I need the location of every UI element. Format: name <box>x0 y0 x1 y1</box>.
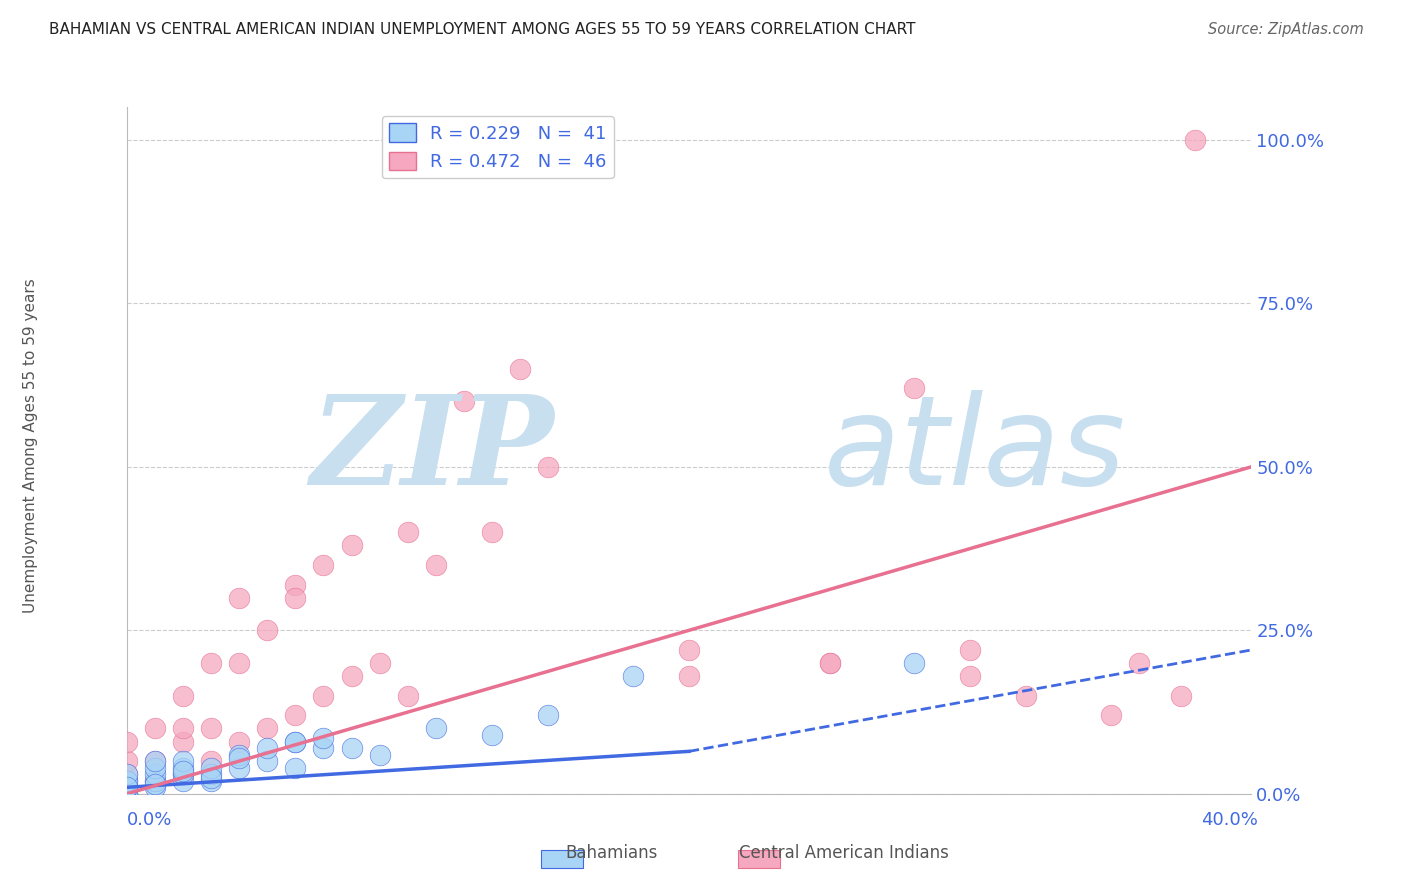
Point <box>396 689 419 703</box>
Point <box>312 731 335 746</box>
Text: Unemployment Among Ages 55 to 59 years: Unemployment Among Ages 55 to 59 years <box>24 278 38 614</box>
Point <box>115 787 138 801</box>
Point <box>903 381 925 395</box>
Point <box>115 780 138 795</box>
Point <box>143 754 166 768</box>
Point <box>172 773 194 788</box>
Point <box>256 624 278 638</box>
Point <box>284 577 307 591</box>
Point <box>143 777 166 791</box>
Point <box>115 787 138 801</box>
Point <box>396 525 419 540</box>
Point <box>312 689 335 703</box>
Point <box>228 591 250 605</box>
Point <box>200 656 222 670</box>
Point <box>115 787 138 801</box>
Point <box>172 764 194 778</box>
Text: 0.0%: 0.0% <box>127 811 172 829</box>
Point <box>818 656 841 670</box>
Point <box>678 643 700 657</box>
Point <box>284 708 307 723</box>
Point <box>425 722 447 736</box>
Point <box>312 558 335 572</box>
Point <box>143 754 166 768</box>
Point <box>115 767 138 781</box>
Point <box>818 656 841 670</box>
Point <box>143 761 166 775</box>
Point <box>143 780 166 795</box>
Point <box>228 751 250 765</box>
Text: BAHAMIAN VS CENTRAL AMERICAN INDIAN UNEMPLOYMENT AMONG AGES 55 TO 59 YEARS CORRE: BAHAMIAN VS CENTRAL AMERICAN INDIAN UNEM… <box>49 22 915 37</box>
Point <box>284 591 307 605</box>
Point <box>143 773 166 788</box>
Point <box>453 394 475 409</box>
Text: Source: ZipAtlas.com: Source: ZipAtlas.com <box>1208 22 1364 37</box>
Point <box>1099 708 1122 723</box>
Point <box>256 722 278 736</box>
Point <box>959 669 981 683</box>
Point <box>1128 656 1150 670</box>
Point <box>481 525 503 540</box>
Point <box>143 767 166 781</box>
Point <box>284 734 307 748</box>
Point <box>537 708 560 723</box>
Point <box>340 669 363 683</box>
Point <box>172 734 194 748</box>
Point <box>621 669 644 683</box>
Point <box>115 767 138 781</box>
Point <box>143 773 166 788</box>
Point <box>200 761 222 775</box>
Point <box>200 771 222 785</box>
Point <box>228 734 250 748</box>
Text: Central American Indians: Central American Indians <box>738 844 949 862</box>
Point <box>284 734 307 748</box>
Point <box>172 767 194 781</box>
Text: atlas: atlas <box>824 390 1126 511</box>
Point <box>256 741 278 756</box>
Point <box>509 361 531 376</box>
Text: 40.0%: 40.0% <box>1202 811 1258 829</box>
Point <box>172 754 194 768</box>
Point <box>228 761 250 775</box>
Point <box>115 773 138 788</box>
Point <box>115 754 138 768</box>
Text: Bahamians: Bahamians <box>565 844 658 862</box>
Point <box>1184 133 1206 147</box>
Point <box>340 741 363 756</box>
Point <box>312 741 335 756</box>
Point <box>368 656 391 670</box>
Point <box>172 761 194 775</box>
Point <box>678 669 700 683</box>
Point <box>172 722 194 736</box>
Point <box>481 728 503 742</box>
Point <box>115 773 138 788</box>
Point <box>1015 689 1038 703</box>
Point <box>284 761 307 775</box>
Point <box>228 656 250 670</box>
Point <box>1170 689 1192 703</box>
Point <box>537 459 560 474</box>
Point <box>200 767 222 781</box>
Point <box>228 747 250 762</box>
Point <box>200 773 222 788</box>
Point <box>200 754 222 768</box>
Text: ZIP: ZIP <box>311 390 554 511</box>
Point <box>340 538 363 552</box>
Point <box>425 558 447 572</box>
Point <box>115 780 138 795</box>
Point <box>143 722 166 736</box>
Point <box>200 722 222 736</box>
Point <box>172 689 194 703</box>
Point <box>256 754 278 768</box>
Legend: R = 0.229   N =  41, R = 0.472   N =  46: R = 0.229 N = 41, R = 0.472 N = 46 <box>381 116 614 178</box>
Point <box>115 780 138 795</box>
Point <box>903 656 925 670</box>
Point <box>115 734 138 748</box>
Point <box>959 643 981 657</box>
Point <box>368 747 391 762</box>
Point <box>172 767 194 781</box>
Point <box>115 780 138 795</box>
